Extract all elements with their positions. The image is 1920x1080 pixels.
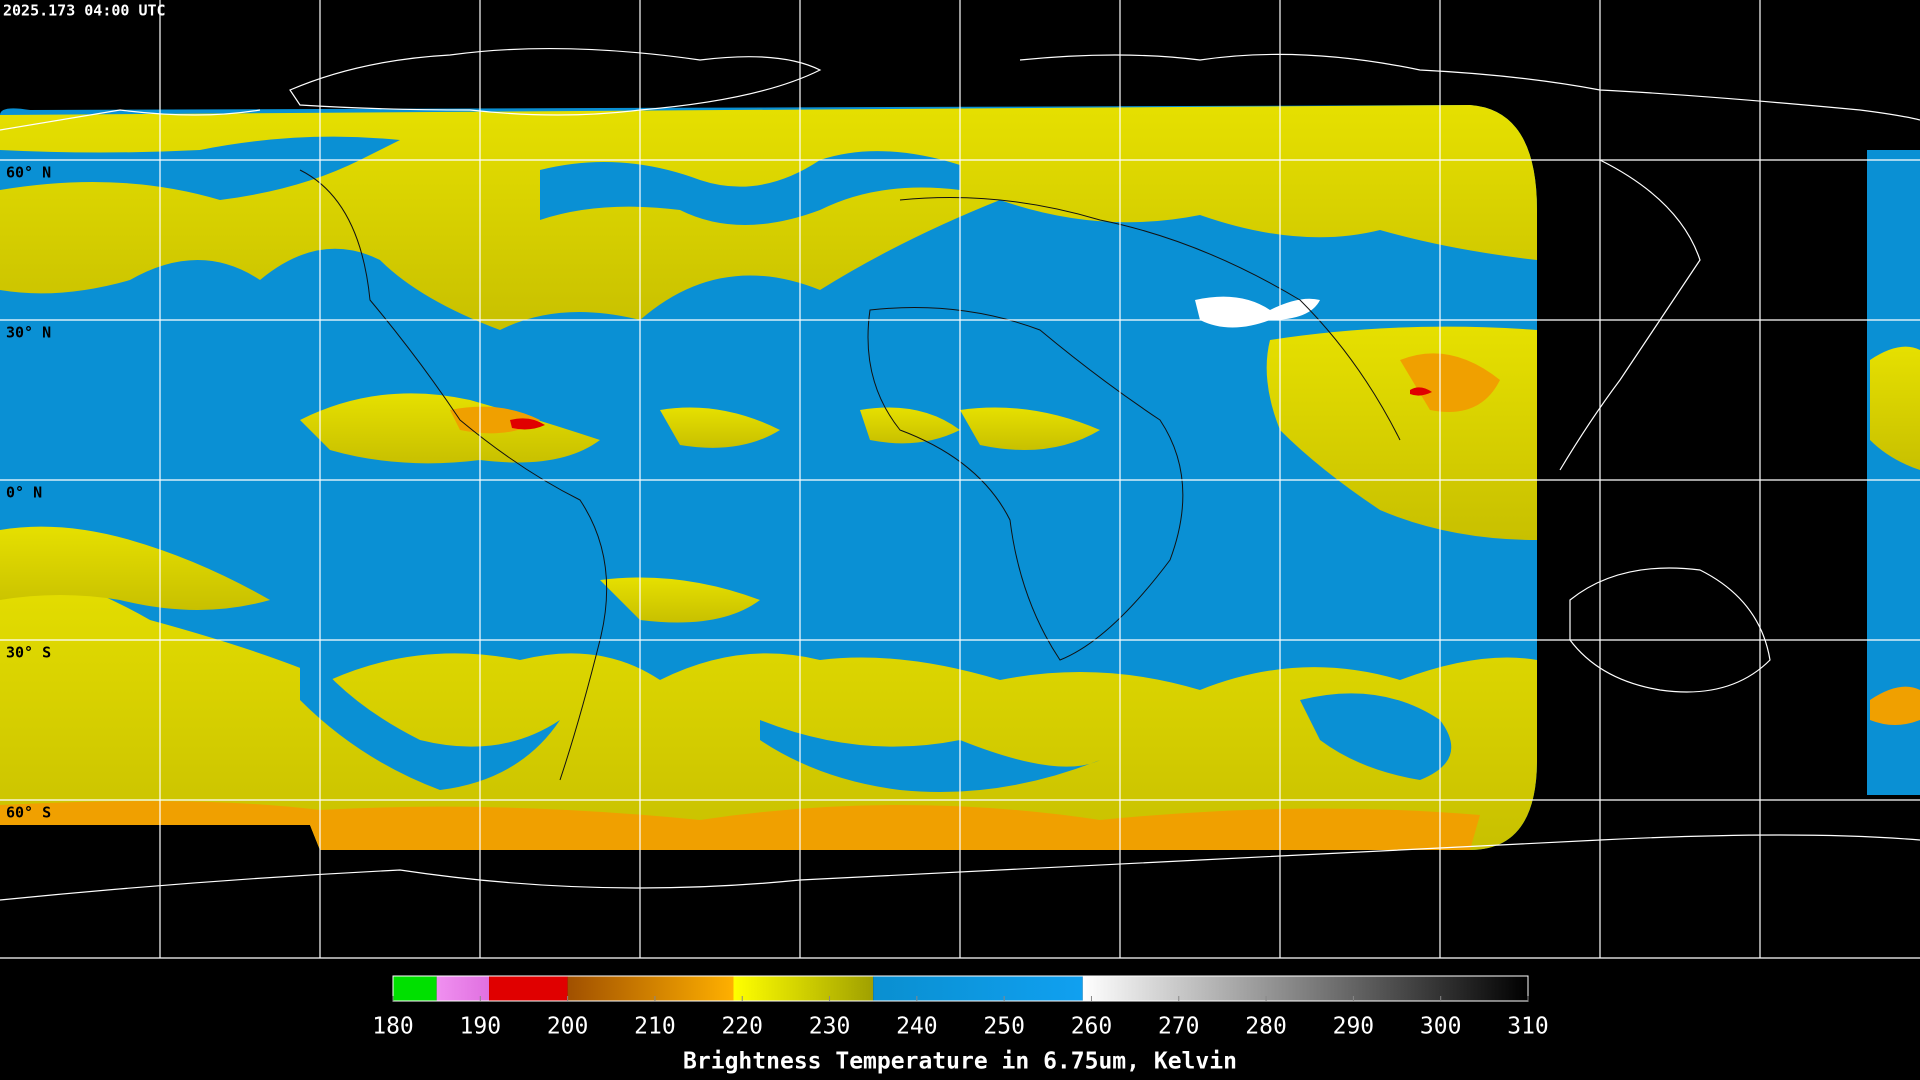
colorbar-tick-label: 250 [983, 1014, 1025, 1040]
colorbar-tick-label: 240 [896, 1014, 938, 1040]
latitude-label: 60° S [6, 804, 51, 822]
colorbar-tick-label: 190 [460, 1014, 502, 1040]
colorbar-segment [873, 976, 1083, 1001]
colorbar-segment [489, 976, 568, 1001]
colorbar-tick-label: 300 [1420, 1014, 1462, 1040]
colorbar-tick-label: 290 [1333, 1014, 1375, 1040]
colorbar: 180 190 200 210 220 230 240 250 260 270 280 290 300 3… [372, 975, 1549, 1040]
colorbar-tick-label: 260 [1071, 1014, 1113, 1040]
imagery [0, 105, 1920, 850]
colorbar-tick-label: 220 [721, 1014, 763, 1040]
graticule [0, 0, 1920, 959]
colorbar-segment [567, 976, 734, 1001]
colorbar-tick-label: 210 [634, 1014, 676, 1040]
latitude-labels: 60° N 30° N 0° N 30° S 60° S [6, 164, 51, 822]
colorbar-tick-label: 230 [809, 1014, 851, 1040]
coastlines [0, 47, 1920, 901]
colorbar-segment [1082, 976, 1528, 1001]
colorbar-tick-label: 180 [372, 1014, 414, 1040]
colorbar-tick-label: 200 [547, 1014, 589, 1040]
timestamp: 2025.173 04:00 UTC [3, 2, 166, 20]
colorbar-segment [436, 976, 490, 1001]
colorbar-frame [392, 975, 1529, 1002]
colorbar-segment [733, 976, 874, 1001]
latitude-label: 0° N [6, 484, 42, 502]
colorbar-segment [393, 976, 437, 1001]
latitude-label: 30° S [6, 644, 51, 662]
colorbar-tick-label: 310 [1507, 1014, 1549, 1040]
colorbar-tick-label: 280 [1245, 1014, 1287, 1040]
latitude-label: 60° N [6, 164, 51, 182]
colorbar-tick-label: 270 [1158, 1014, 1200, 1040]
latitude-label: 30° N [6, 324, 51, 342]
colorbar-title: Brightness Temperature in 6.75um, Kelvin [683, 1049, 1237, 1075]
